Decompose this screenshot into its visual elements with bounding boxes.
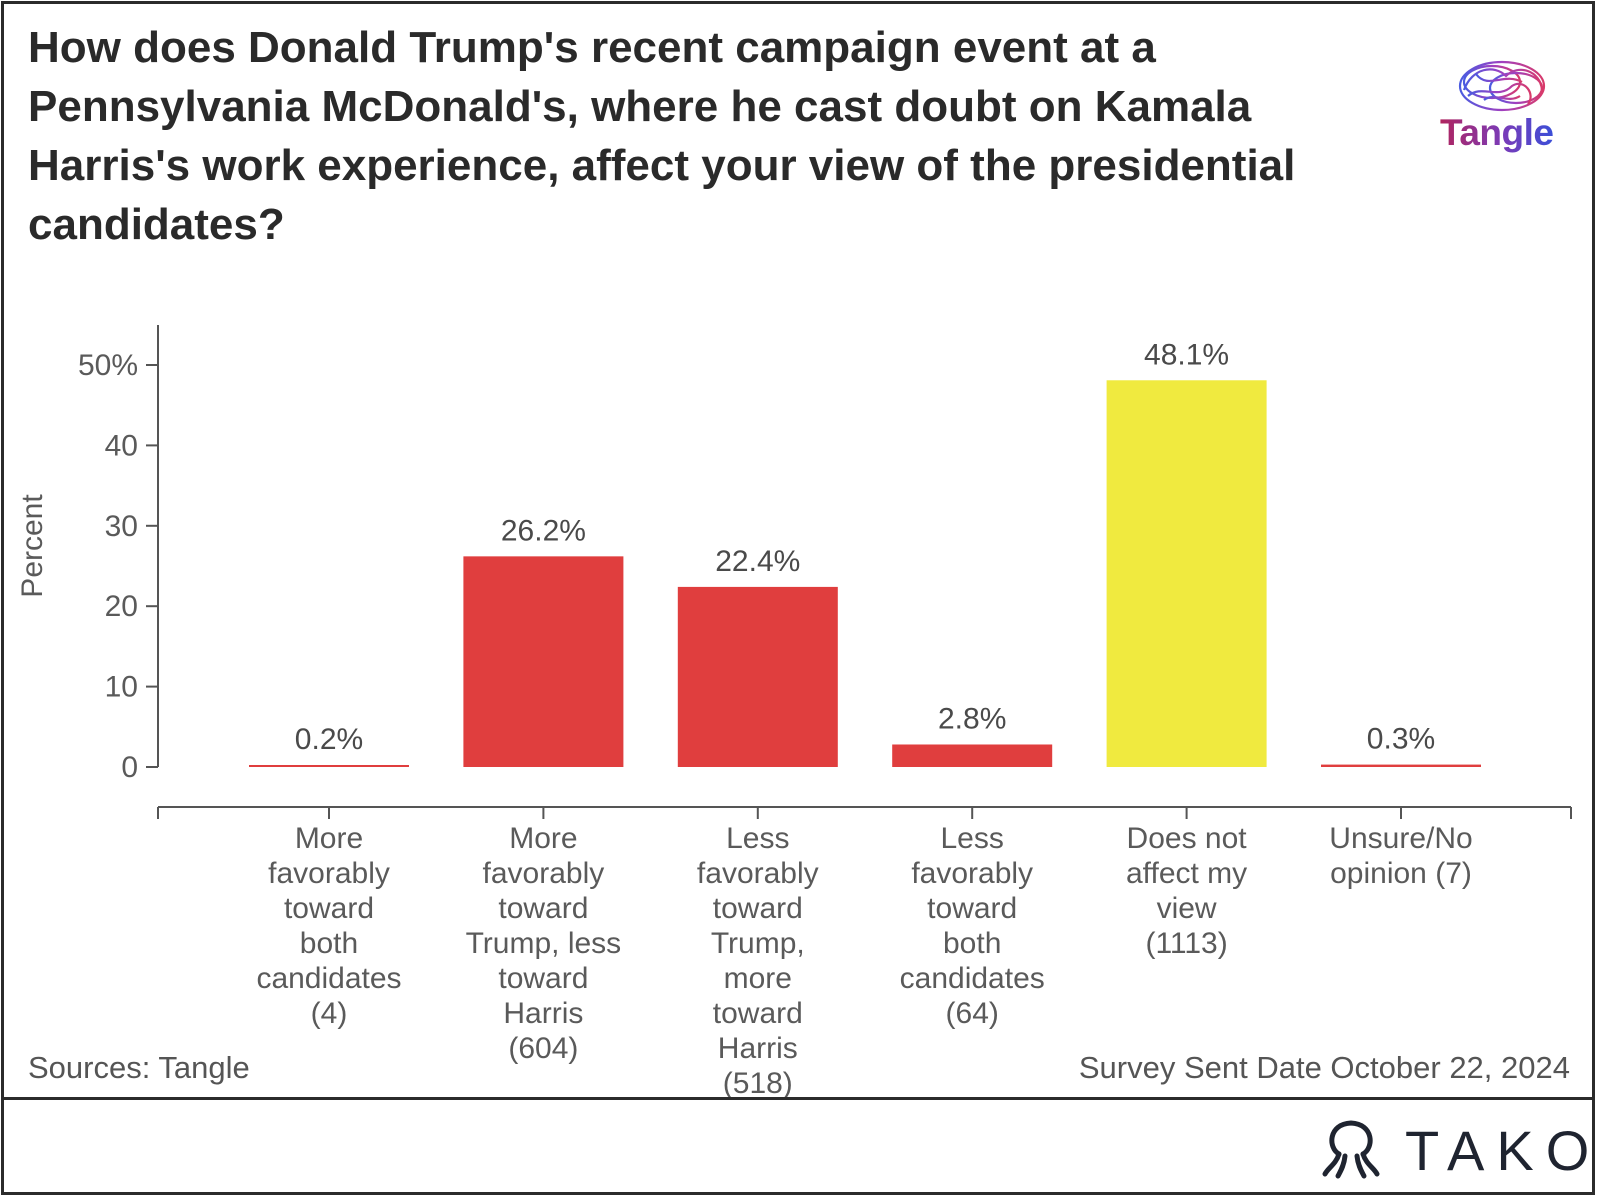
bars: 0.2% 26.2% 22.4% 2.8% 48.1% 0.3%	[249, 338, 1481, 767]
y-tick-label: 50%	[78, 349, 138, 382]
bar	[1321, 764, 1481, 767]
x-axis: More favorably toward both candidates (4)More…	[157, 806, 1572, 1100]
x-category-label-line: Does not	[1127, 822, 1248, 855]
x-category-label-line: More	[295, 822, 363, 855]
y-tick-label: 20	[105, 590, 138, 623]
tako-logo-text: TAKO	[1405, 1119, 1600, 1182]
x-category-label-line: more	[724, 962, 792, 995]
y-axis: 0 10 20 30 40 50% Percent	[16, 325, 159, 784]
bar	[677, 586, 838, 767]
x-category-label-line: favorably	[911, 857, 1033, 890]
x-category-label-line: opinion (7)	[1330, 857, 1472, 890]
tangle-logo-text: Tangle	[1440, 112, 1554, 153]
y-axis-title: Percent	[16, 494, 49, 598]
x-category-label-line: Harris	[718, 1032, 798, 1065]
x-category-label: Less favorably toward Trump, more toward Harri…	[697, 822, 819, 1100]
x-category-label-line: candidates	[900, 962, 1045, 995]
x-category-label-line: Trump,	[711, 927, 805, 960]
x-category-label-line: favorably	[697, 857, 819, 890]
footer-divider	[3, 1097, 1593, 1100]
x-category-label-line: Less	[726, 822, 789, 855]
bar-value-label: 0.3%	[1367, 723, 1435, 756]
bar-value-label: 22.4%	[715, 545, 800, 578]
survey-date-text: Survey Sent Date October 22, 2024	[1078, 1050, 1570, 1085]
x-category-label-line: toward	[927, 892, 1017, 925]
x-category-label-line: (1113)	[1145, 927, 1227, 960]
y-tick-label: 0	[121, 751, 138, 784]
chart-title: How does Donald Trump's recent campaign …	[28, 23, 1296, 249]
x-category-label-line: (518)	[723, 1067, 793, 1100]
y-tick-label: 10	[105, 671, 138, 704]
x-category-label-line: (64)	[946, 997, 999, 1030]
x-category-label-line: view	[1157, 892, 1217, 925]
x-category-label-line: toward	[713, 997, 803, 1030]
bar-value-label: 2.8%	[938, 702, 1006, 735]
x-category-label: Less favorably toward both candidates (64)	[900, 822, 1045, 1030]
bar-value-label: 48.1%	[1144, 338, 1229, 371]
x-category-label-line: Less	[941, 822, 1004, 855]
y-tick-label: 30	[105, 510, 138, 543]
x-category-label-line: Harris	[503, 997, 583, 1030]
x-category-label-line: toward	[498, 962, 588, 995]
x-category-label-line: (604)	[508, 1032, 578, 1065]
y-tick-label: 40	[105, 429, 138, 462]
x-category-label-line: both	[943, 927, 1001, 960]
x-category-label-line: Unsure/No	[1329, 822, 1472, 855]
x-category-label-line: favorably	[483, 857, 605, 890]
x-category-label: Unsure/No opinion (7)	[1329, 822, 1472, 890]
bar-value-label: 26.2%	[501, 514, 586, 547]
x-category-label-line: (4)	[311, 997, 348, 1030]
tako-logo-icon	[1322, 1120, 1380, 1179]
x-category-label: Does not affect my view (1113)	[1126, 822, 1247, 960]
x-category-label: More favorably toward Trump, less toward Harr…	[466, 822, 622, 1065]
x-category-label-line: toward	[713, 892, 803, 925]
sources-text: Sources: Tangle	[28, 1050, 250, 1085]
tangle-brain-logo	[1458, 60, 1546, 112]
x-category-label-line: candidates	[256, 962, 401, 995]
x-category-label-line: both	[300, 927, 358, 960]
x-category-label-line: Trump, less	[466, 927, 622, 960]
x-category-label-line: affect my	[1126, 857, 1247, 890]
bar-value-label: 0.2%	[295, 723, 363, 756]
x-category-label-line: favorably	[268, 857, 390, 890]
x-category-label: More favorably toward both candidates (4)	[256, 822, 401, 1030]
bar	[463, 556, 624, 767]
x-category-label-line: toward	[498, 892, 588, 925]
x-category-label-line: More	[509, 822, 577, 855]
bar	[249, 765, 409, 767]
bar-chart: 0 10 20 30 40 50% Percent 0.2% 26.2% 22.4% 2.8% 48…	[16, 325, 1572, 1100]
bar	[892, 744, 1053, 767]
bar	[1106, 380, 1267, 767]
x-category-label-line: toward	[284, 892, 374, 925]
